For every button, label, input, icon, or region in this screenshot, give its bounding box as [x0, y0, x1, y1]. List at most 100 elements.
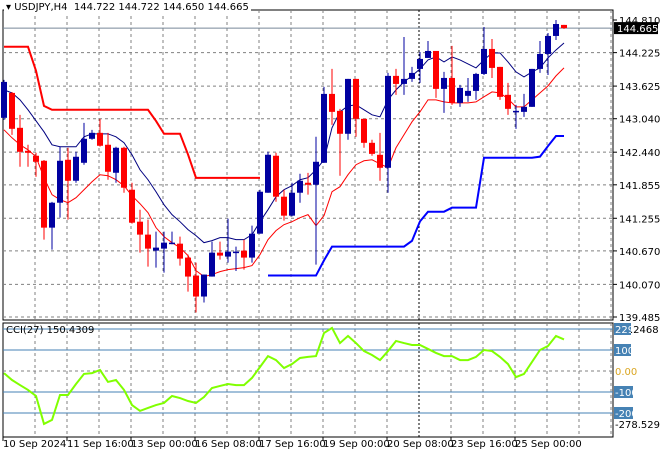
candle-body: [417, 58, 423, 69]
price-tick-label: 141.255: [619, 214, 660, 225]
candle-body: [369, 142, 375, 154]
candle-body: [289, 192, 295, 216]
candle: [337, 108, 343, 176]
candle-body: [521, 106, 527, 112]
candle-body: [353, 78, 359, 119]
candle: [17, 114, 23, 167]
candle-body: [193, 275, 199, 297]
candle: [25, 144, 31, 167]
candle-body: [65, 159, 71, 181]
candle: [161, 231, 167, 273]
candle: [369, 139, 375, 156]
candle: [129, 182, 135, 224]
lower-step-line: [268, 135, 564, 277]
candle: [241, 239, 247, 270]
candle-body: [217, 252, 223, 256]
current-price-label: 144.665: [617, 24, 658, 35]
price-tick-label: 140.670: [619, 247, 660, 258]
candle-body: [457, 87, 463, 103]
candle: [401, 36, 407, 95]
candle-body: [337, 110, 343, 134]
candle: [73, 151, 79, 183]
candle: [393, 68, 399, 95]
cci-line: [3, 326, 565, 426]
candle: [505, 82, 511, 115]
candle: [305, 172, 311, 195]
cci-level-label: 100: [615, 346, 634, 357]
collapse-triangle-icon[interactable]: ▾: [6, 2, 12, 13]
candle-body: [361, 118, 367, 143]
time-tick-label: 11 Sep 16:00: [67, 439, 134, 450]
price-tick-label: 144.810: [619, 16, 660, 27]
current-price-box: [614, 22, 658, 35]
candle: [105, 132, 111, 180]
candle: [113, 146, 119, 183]
candle-body: [113, 147, 119, 173]
time-tick-label: 23 Sep 16:00: [451, 439, 518, 450]
candle: [513, 104, 519, 129]
candle-body: [225, 251, 231, 257]
candle-body: [153, 247, 159, 251]
cci-level-box: [614, 407, 633, 419]
candle-body: [73, 156, 79, 181]
candle-body: [169, 242, 175, 245]
candle-body: [1, 81, 7, 118]
candle-body: [537, 53, 543, 69]
time-tick-label: 10 Sep 2024: [3, 439, 66, 450]
candle: [57, 146, 63, 218]
candle: [265, 151, 271, 193]
candle: [345, 78, 351, 140]
cci-min-label: -278.5299: [615, 420, 660, 431]
candle: [177, 236, 183, 266]
candle-body: [9, 92, 15, 129]
candle: [169, 231, 175, 245]
candle: [289, 182, 295, 217]
candle: [273, 152, 279, 202]
candle: [313, 136, 319, 265]
candle: [465, 77, 471, 102]
candle-body: [377, 154, 383, 168]
candle: [497, 66, 503, 100]
candle: [473, 72, 479, 100]
candle: [41, 159, 47, 240]
candle-body: [433, 50, 439, 89]
main-panel: [2, 9, 614, 321]
candle-body: [137, 221, 143, 235]
candle-body: [505, 94, 511, 109]
candle-body: [313, 161, 319, 185]
candle-body: [33, 155, 39, 162]
candle: [137, 209, 143, 253]
candle-body: [425, 50, 431, 58]
candle-body: [257, 191, 263, 234]
candle: [49, 201, 55, 250]
candle-body: [385, 75, 391, 168]
ohlc-readout: 144.722 144.722 144.650 144.665: [73, 2, 249, 13]
cci-panel: [2, 322, 614, 438]
time-tick-label: 25 Sep 00:00: [515, 439, 582, 450]
candle: [529, 68, 535, 107]
candle: [145, 219, 151, 267]
candle: [361, 118, 367, 148]
candle-body: [273, 155, 279, 197]
cci-level-label: -200: [615, 409, 638, 420]
price-tick-label: 144.225: [619, 49, 660, 60]
candle: [521, 93, 527, 117]
candle-body: [553, 24, 559, 36]
cci-max-label: .2468: [630, 325, 659, 336]
candle-body: [201, 274, 207, 297]
time-tick-label: 19 Sep 00:00: [323, 439, 390, 450]
candle: [185, 254, 191, 292]
candle: [441, 71, 447, 113]
cci-level-box: [614, 386, 633, 398]
candle: [553, 20, 559, 40]
symbol-label: USDJPY,H4: [14, 2, 68, 13]
candle-body: [449, 77, 455, 103]
candle-body: [297, 180, 303, 193]
price-tick-label: 142.440: [619, 148, 660, 159]
time-tick-label: 13 Sep 00:00: [131, 439, 198, 450]
candle-body: [185, 257, 191, 277]
chart-title: ▾ USDJPY,H4 144.722 144.722 144.650 144.…: [4, 2, 251, 13]
candle-body: [561, 24, 567, 29]
